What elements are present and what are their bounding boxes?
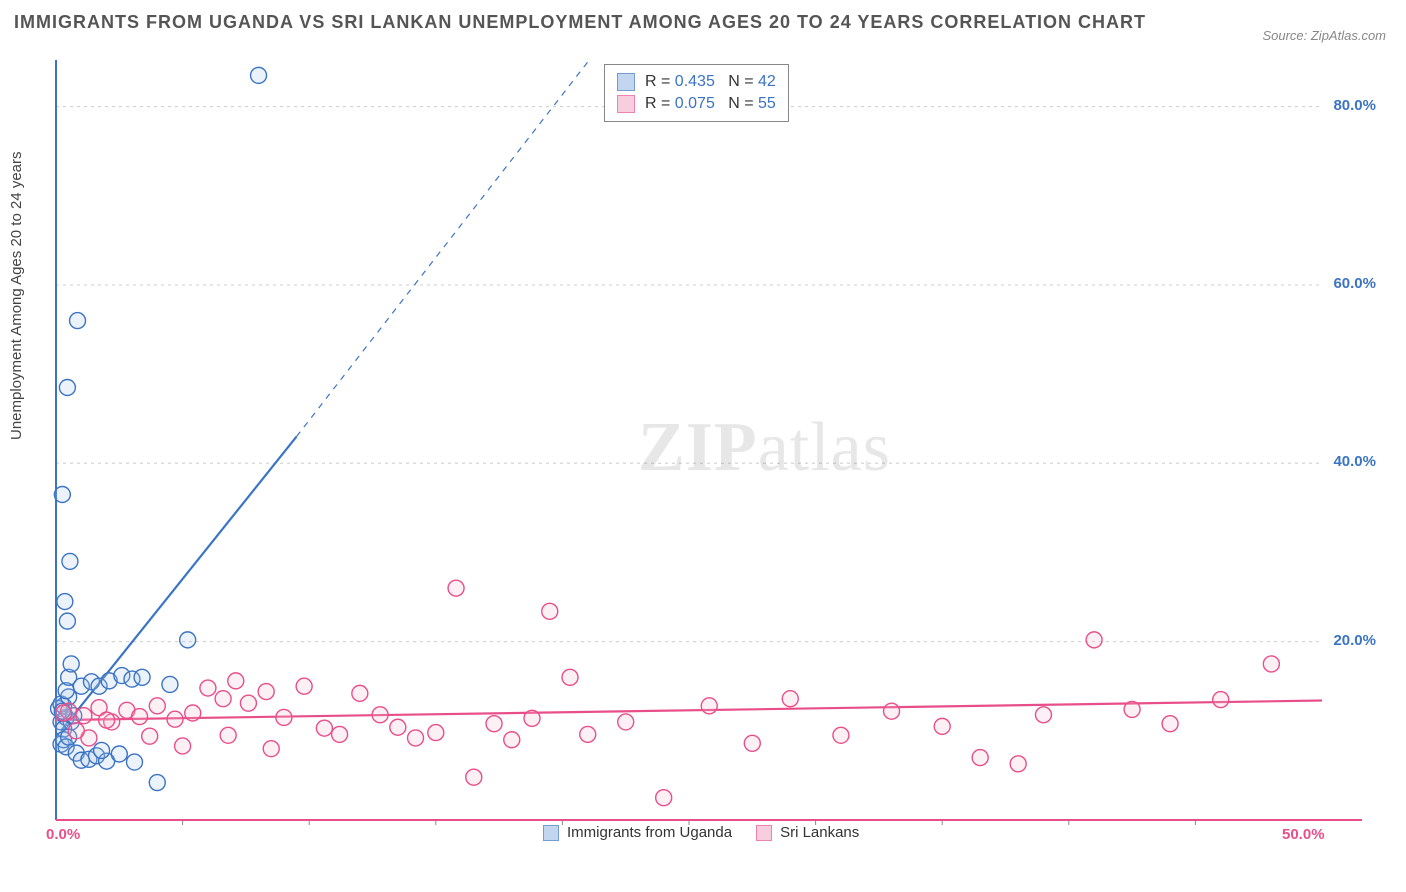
chart-title: IMMIGRANTS FROM UGANDA VS SRI LANKAN UNE… <box>14 12 1146 33</box>
series-legend: Immigrants from Uganda Sri Lankans <box>543 824 859 841</box>
y-tick-label: 80.0% <box>1333 97 1376 114</box>
legend-stats: R = 0.075 N = 55 <box>645 95 776 113</box>
y-tick-label: 40.0% <box>1333 453 1376 470</box>
bottom-legend-item: Immigrants from Uganda <box>543 824 732 841</box>
correlation-legend: R = 0.435 N = 42 R = 0.075 N = 55 <box>604 64 789 122</box>
source-attribution: Source: ZipAtlas.com <box>1262 28 1386 43</box>
y-tick-label: 20.0% <box>1333 632 1376 649</box>
chart-container: IMMIGRANTS FROM UGANDA VS SRI LANKAN UNE… <box>0 0 1406 892</box>
x-tick-label: 50.0% <box>1282 826 1325 843</box>
y-tick-label: 60.0% <box>1333 275 1376 292</box>
series-label: Sri Lankans <box>780 824 859 841</box>
legend-row: R = 0.075 N = 55 <box>617 93 776 115</box>
legend-swatch <box>617 73 635 91</box>
legend-swatch <box>617 95 635 113</box>
y-axis-label: Unemployment Among Ages 20 to 24 years <box>8 151 25 440</box>
scatter-plot-svg <box>48 58 1382 828</box>
legend-swatch <box>543 825 559 841</box>
series-label: Immigrants from Uganda <box>567 824 732 841</box>
x-tick-label: 0.0% <box>46 826 80 843</box>
legend-stats: R = 0.435 N = 42 <box>645 73 776 91</box>
bottom-legend-item: Sri Lankans <box>756 824 859 841</box>
legend-swatch <box>756 825 772 841</box>
plot-area: ZIPatlas R = 0.435 N = 42R = 0.075 N = 5… <box>48 58 1382 828</box>
legend-row: R = 0.435 N = 42 <box>617 71 776 93</box>
